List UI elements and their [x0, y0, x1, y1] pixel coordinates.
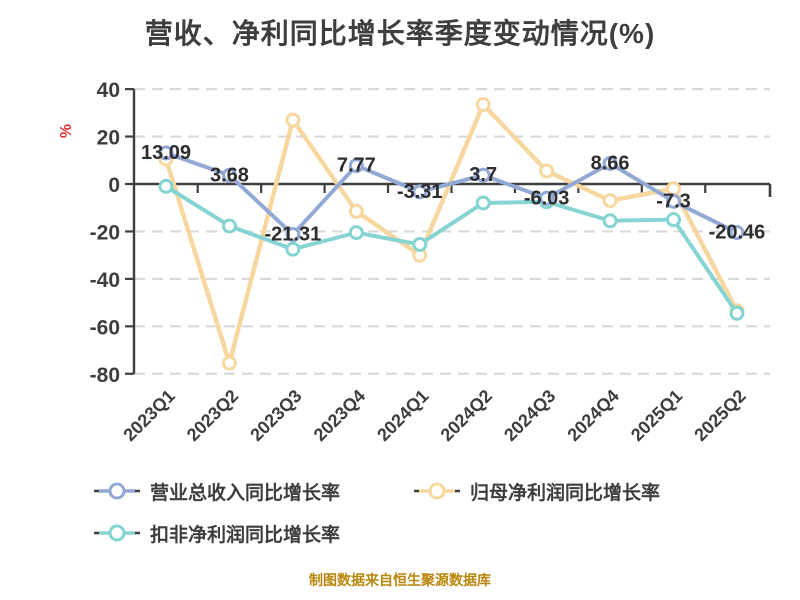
data-point-marker [221, 167, 237, 183]
legend-marker-circle [428, 482, 446, 500]
x-tick-label: 2023Q3 [246, 386, 305, 445]
y-tick-label: 20 [97, 127, 120, 150]
y-tick-label: -20 [90, 221, 120, 244]
point-value-label: 8.66 [591, 152, 630, 174]
legend-item-total-revenue-yoy: 营业总收入同比增长率 [94, 478, 414, 505]
x-tick-label: 2023Q1 [119, 386, 178, 445]
data-point-marker [412, 184, 428, 200]
x-tick-label: 2025Q2 [690, 386, 749, 445]
data-point-marker [666, 193, 682, 209]
point-value-label: 7.77 [337, 155, 376, 177]
x-tick-label: 2024Q2 [437, 386, 496, 445]
data-point-marker [285, 227, 301, 243]
point-value-label: -20.46 [709, 222, 766, 244]
point-value-label: 3.68 [210, 164, 249, 186]
data-point-marker [602, 213, 618, 229]
legend-marker-circle [108, 524, 126, 542]
x-tick-label: 2023Q2 [183, 386, 242, 445]
plot-area: 40 20 0 -20 -40 -60 -80% 2023Q1 2023Q2 2023Q3 2023… [58, 79, 772, 445]
legend-row-1: 营业总收入同比增长率 归母净利润同比增长率 [94, 476, 774, 506]
legend-label-deducted-net-profit: 扣非净利润同比增长率 [150, 524, 341, 546]
data-point-marker [539, 190, 555, 206]
y-tick-label: -60 [90, 316, 120, 339]
data-point-marker [539, 163, 555, 179]
data-point-marker [158, 145, 174, 161]
data-point-marker [285, 112, 301, 128]
series-line-2 [164, 184, 739, 316]
data-point-marker [158, 178, 174, 194]
data-point-marker [285, 241, 301, 257]
data-point-marker [475, 195, 491, 211]
data-point-marker [475, 97, 491, 113]
x-tick-label: 2024Q4 [563, 386, 622, 445]
data-point-marker [348, 225, 364, 241]
point-value-label: 13.09 [141, 142, 191, 164]
y-axis-unit-label: % [58, 124, 75, 138]
data-point-marker [729, 225, 745, 241]
chart-title: 营收、净利同比增长率季度变动情况(%) [144, 18, 656, 49]
point-value-label: -7.3 [656, 190, 690, 212]
data-point-marker [221, 355, 237, 371]
point-value-label: -6.03 [524, 187, 570, 209]
legend-label-net-profit: 归母净利润同比增长率 [470, 482, 661, 504]
legend-label-total-revenue: 营业总收入同比增长率 [150, 482, 341, 504]
x-tick-label: 2024Q1 [373, 386, 432, 445]
data-point-marker [602, 155, 618, 171]
legend-line-circle-icon [94, 524, 140, 542]
legend-item-net-profit-yoy: 归母净利润同比增长率 [414, 478, 660, 505]
data-point-marker [666, 212, 682, 228]
legend-item-deducted-net-profit-yoy: 扣非净利润同比增长率 [94, 520, 414, 547]
data-point-marker [348, 158, 364, 174]
data-point-marker [475, 167, 491, 183]
legend-row-2: 扣非净利润同比增长率 [94, 518, 774, 548]
legend-marker-circle [108, 482, 126, 500]
series-line-0 [164, 150, 739, 237]
chart-legend: 营业总收入同比增长率 归母净利润同比增长率 扣非净利润同比增长率 [94, 476, 774, 560]
x-tick-label: 2023Q4 [310, 386, 369, 445]
data-point-marker [348, 203, 364, 219]
y-tick-label: 40 [97, 79, 120, 102]
y-tick-label: -40 [90, 269, 120, 292]
source-note: 制图数据来自恒生聚源数据库 [309, 572, 491, 588]
x-tick-label: 2024Q3 [500, 386, 559, 445]
point-value-label: 3.7 [469, 164, 497, 186]
data-point-marker [602, 193, 618, 209]
data-point-marker [729, 305, 745, 321]
legend-line-circle-icon [414, 482, 460, 500]
point-value-label: -21.31 [265, 224, 322, 246]
x-tick-label: 2025Q1 [627, 386, 686, 445]
y-tick-label: -80 [90, 364, 120, 387]
legend-line-circle-icon [94, 482, 140, 500]
series-line-1 [163, 102, 740, 366]
data-point-marker [412, 236, 428, 252]
data-point-marker [221, 218, 237, 234]
point-value-label: -3.31 [397, 181, 443, 203]
y-tick-label: 0 [108, 174, 120, 197]
